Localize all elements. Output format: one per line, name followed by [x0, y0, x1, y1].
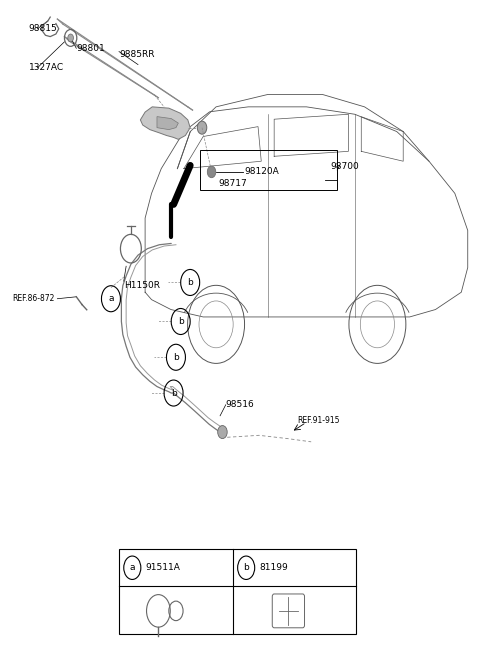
Text: b: b: [171, 388, 177, 398]
Text: 98516: 98516: [226, 400, 254, 409]
Text: 98717: 98717: [219, 179, 247, 188]
Bar: [200, 150, 337, 190]
Text: b: b: [243, 564, 249, 572]
Text: H1150R: H1150R: [124, 281, 160, 290]
Bar: [119, 549, 356, 634]
Polygon shape: [140, 107, 190, 139]
Text: 81199: 81199: [259, 564, 288, 572]
Text: REF.86-872: REF.86-872: [12, 295, 55, 303]
Text: b: b: [178, 317, 183, 326]
Text: 9885RR: 9885RR: [119, 51, 155, 59]
Circle shape: [197, 121, 207, 134]
Text: 91511A: 91511A: [145, 564, 180, 572]
Text: 98700: 98700: [330, 162, 359, 171]
Text: 98815: 98815: [29, 24, 58, 33]
Text: 1327AC: 1327AC: [29, 64, 64, 72]
Circle shape: [218, 426, 227, 439]
Text: REF.91-915: REF.91-915: [297, 416, 339, 425]
Text: a: a: [108, 295, 114, 303]
Text: b: b: [173, 353, 179, 361]
Text: b: b: [187, 278, 193, 287]
Text: 98801: 98801: [76, 44, 105, 53]
Text: a: a: [130, 564, 135, 572]
Circle shape: [207, 166, 216, 178]
Circle shape: [68, 34, 73, 42]
Polygon shape: [157, 117, 179, 130]
Text: 98120A: 98120A: [245, 167, 279, 176]
